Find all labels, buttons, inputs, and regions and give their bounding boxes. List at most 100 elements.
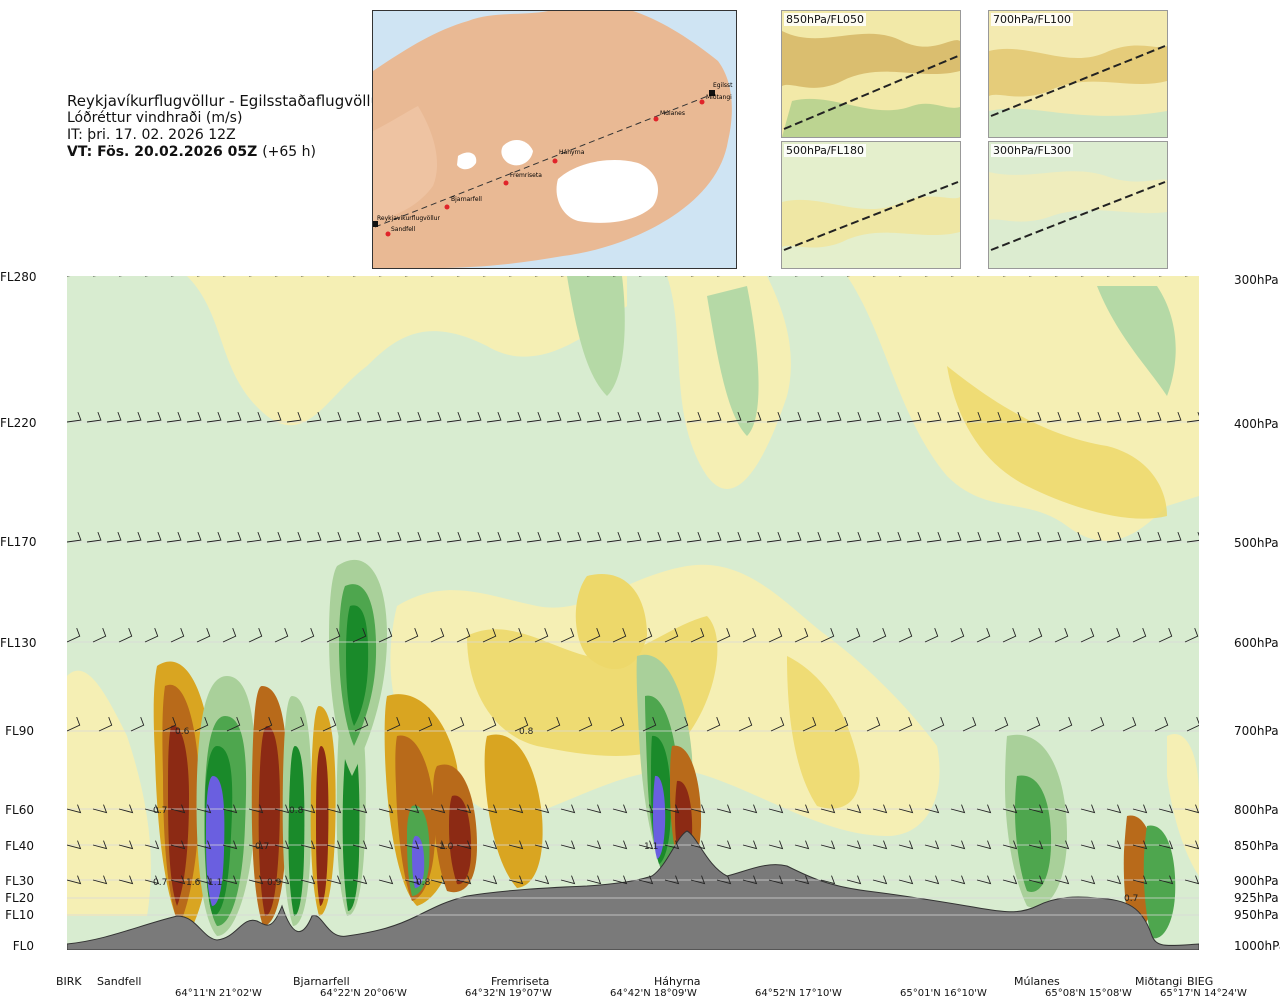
wind-barb — [1106, 627, 1121, 643]
wind-barb — [378, 804, 394, 814]
wind-barb — [1184, 627, 1199, 643]
wind-barb — [166, 531, 182, 543]
wind-barb — [186, 411, 202, 423]
map-label-mulanes: Múlanes — [660, 110, 685, 117]
coordinate-label: 64°32'N 19°07'W — [465, 988, 552, 999]
wind-barb — [872, 840, 888, 850]
wind-barb — [820, 840, 836, 850]
wind-barb — [924, 627, 939, 643]
wind-barb — [226, 411, 242, 423]
wind-barb — [930, 716, 945, 732]
wind-barb — [86, 531, 102, 543]
wind-barb — [346, 411, 362, 423]
wind-barb — [642, 716, 657, 732]
wind-barb — [746, 531, 762, 543]
pressure-label: 950hPa — [1234, 908, 1279, 922]
value-label: 1.0 — [439, 842, 454, 852]
wind-barb — [67, 411, 82, 423]
fl-label: FL60 — [5, 803, 34, 817]
wind-barb — [610, 716, 625, 732]
map-label-hahyrna: Háhyrna — [559, 149, 585, 156]
wind-barb — [666, 411, 682, 423]
route-map[interactable]: Egilsst Miðtangi Múlanes Háhyrna Fremris… — [372, 10, 737, 269]
wind-barbs — [67, 276, 1199, 885]
value-labels: 0.6 0.7 0.8 0.7 0.7 1.6 1.1 0.9 0.8 1.0 … — [153, 727, 1138, 904]
wind-barb — [1046, 411, 1062, 423]
wind-barb — [846, 411, 862, 423]
fl-label: FL90 — [5, 724, 34, 738]
wind-barb — [162, 716, 177, 732]
wind-barb — [306, 531, 322, 543]
level-map-850[interactable]: 850hPa/FL050 — [781, 10, 961, 138]
valid-time-value: VT: Fös. 20.02.2026 05Z — [67, 144, 258, 160]
wind-barb — [906, 531, 922, 543]
wind-barb — [1002, 627, 1017, 643]
level-map-300[interactable]: 300hPa/FL300 — [988, 141, 1168, 269]
wind-barb — [1086, 411, 1102, 423]
wind-barb — [826, 411, 842, 423]
wind-barb — [286, 411, 302, 423]
wind-barb — [274, 804, 290, 814]
wind-barb — [726, 411, 742, 423]
wind-barb — [966, 411, 982, 423]
wind-barb — [976, 804, 992, 814]
wind-barb — [222, 627, 237, 643]
wind-barb — [1186, 716, 1199, 732]
wind-barb — [126, 531, 142, 543]
wind-barb — [378, 840, 394, 850]
wind-barb — [846, 627, 861, 643]
wind-barb — [404, 804, 420, 814]
level-map-700[interactable]: 700hPa/FL100 — [988, 10, 1168, 138]
wind-barb — [1002, 840, 1018, 850]
wind-barb — [386, 716, 401, 732]
wind-barb — [67, 840, 82, 850]
level-map-500[interactable]: 500hPa/FL180 — [781, 141, 961, 269]
wind-barb — [326, 411, 342, 423]
cross-section-plot[interactable]: 0.6 0.7 0.8 0.7 0.7 1.6 1.1 0.9 0.8 1.0 … — [67, 276, 1199, 950]
wind-barb — [770, 716, 785, 732]
title-block: Reykjavíkurflugvöllur - Egilsstaðaflugvö… — [67, 93, 386, 161]
value-label: 1.1 — [208, 878, 222, 888]
wind-barb — [354, 716, 369, 732]
wind-barb — [1186, 531, 1199, 543]
terrain-profile — [67, 830, 1199, 950]
wind-barb — [1002, 804, 1018, 814]
wind-barb — [67, 875, 82, 885]
wind-barb — [144, 840, 160, 850]
level-map-label: 700hPa/FL100 — [991, 13, 1074, 26]
wind-barb — [794, 804, 810, 814]
wind-barb — [206, 411, 222, 423]
wind-barb — [946, 531, 962, 543]
wind-barb — [1106, 875, 1122, 885]
level-gridlines — [67, 421, 1199, 916]
wind-barb — [566, 531, 582, 543]
wind-barb — [196, 840, 212, 850]
wind-barb — [274, 875, 290, 885]
wind-barb — [206, 531, 222, 543]
wind-barb — [950, 627, 965, 643]
fl-label: FL280 — [0, 270, 37, 284]
wind-barb — [546, 716, 561, 732]
wind-barb — [820, 875, 836, 885]
wind-barb — [166, 411, 182, 423]
wind-barb — [986, 411, 1002, 423]
wind-barb — [1054, 804, 1070, 814]
wind-barb — [766, 531, 782, 543]
wind-barb — [67, 716, 81, 732]
wind-barb — [1028, 875, 1044, 885]
wind-barb — [1090, 716, 1105, 732]
wind-barb — [222, 840, 238, 850]
wind-barb — [898, 804, 914, 814]
wind-barb — [586, 411, 602, 423]
wind-barb — [786, 531, 802, 543]
coordinate-label: 64°11'N 21°02'W — [175, 988, 262, 999]
wind-barb — [690, 875, 706, 885]
wind-barb — [526, 531, 542, 543]
wind-barb — [508, 840, 524, 850]
wind-barb — [508, 804, 524, 814]
wind-barb — [266, 411, 282, 423]
fl-label: FL30 — [5, 874, 34, 888]
wind-barb — [1006, 531, 1022, 543]
wind-barb — [346, 531, 362, 543]
wind-barb — [846, 875, 862, 885]
